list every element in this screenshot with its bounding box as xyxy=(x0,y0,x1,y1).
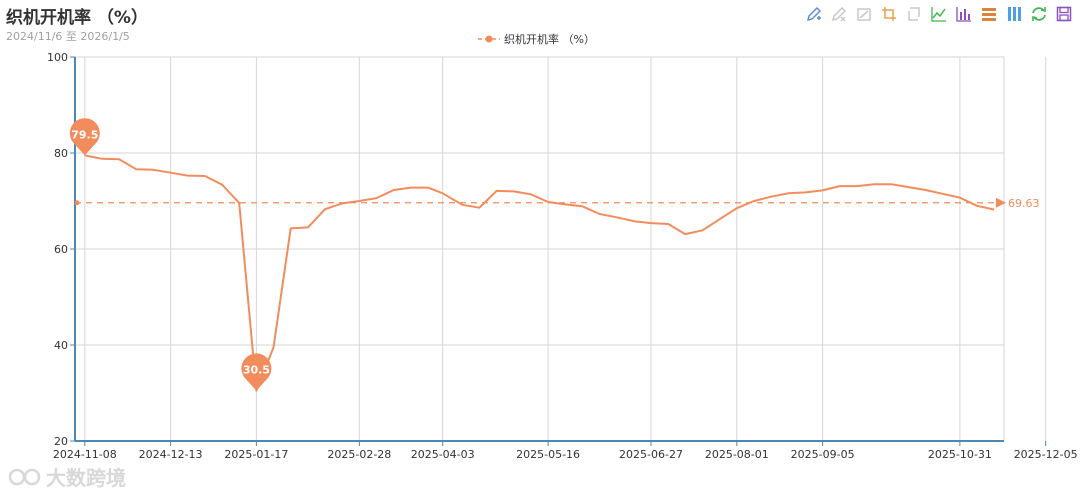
legend-label: 织机开机率 （%） xyxy=(504,33,595,46)
average-line-arrow-icon xyxy=(996,197,1006,208)
mark-point-pin-min xyxy=(241,353,272,391)
y-axis-tick-labels: 20 40 60 80 100 xyxy=(47,51,68,448)
x-tick-label: 2025-12-05 xyxy=(1014,448,1078,461)
line-chart-icon[interactable] xyxy=(929,4,949,24)
average-mark-line: 69.63 xyxy=(74,197,1040,210)
y-tick-label: 20 xyxy=(54,435,68,448)
clear-marks-icon[interactable] xyxy=(854,4,874,24)
zoom-reset-icon[interactable] xyxy=(904,4,924,24)
mark-pen-icon[interactable] xyxy=(804,4,824,24)
zoom-icon[interactable] xyxy=(879,4,899,24)
y-tick-label: 80 xyxy=(54,147,68,160)
x-tick-label: 2025-06-27 xyxy=(619,448,683,461)
mark-point-label-max: 79.5 xyxy=(71,128,98,141)
x-tick-label: 2025-02-28 xyxy=(327,448,391,461)
bar-chart-icon[interactable] xyxy=(954,4,974,24)
save-image-icon[interactable] xyxy=(1054,4,1074,24)
watermark-text: 大数跨境 xyxy=(46,466,126,490)
series-line xyxy=(84,154,995,392)
x-tick-label: 2025-05-16 xyxy=(516,448,580,461)
x-tick-label: 2025-09-05 xyxy=(791,448,855,461)
x-tick-label: 2025-08-01 xyxy=(705,448,769,461)
mark-point-pin-max xyxy=(69,118,100,156)
x-tick-label: 2024-12-13 xyxy=(139,448,203,461)
x-axis-tick-labels: 2024-11-08 2024-12-13 2025-01-17 2025-02-28… xyxy=(53,448,1078,461)
date-range-subtitle: 2024/11/6 至 2026/1/5 xyxy=(6,30,130,43)
stack-icon[interactable] xyxy=(979,4,999,24)
x-tick-label: 2025-04-03 xyxy=(411,448,475,461)
watermark: 大数跨境 xyxy=(8,462,126,491)
x-tick-label: 2025-10-31 xyxy=(928,448,992,461)
eraser-icon[interactable] xyxy=(829,4,849,24)
legend-item[interactable]: 织机开机率 （%） xyxy=(478,31,595,47)
restore-icon[interactable] xyxy=(1029,4,1049,24)
y-tick-label: 60 xyxy=(54,243,68,256)
tiled-icon[interactable] xyxy=(1004,4,1024,24)
toolbox xyxy=(804,4,1074,24)
grid-lines xyxy=(75,56,1047,441)
x-tick-label: 2024-11-08 xyxy=(53,448,117,461)
axes xyxy=(70,56,1047,446)
chart-title: 织机开机率 （%） xyxy=(6,8,148,28)
dsk-logo-icon xyxy=(8,468,41,485)
average-line-start-marker xyxy=(74,200,80,206)
x-tick-label: 2025-01-17 xyxy=(224,448,288,461)
legend-line-marker-icon xyxy=(478,35,500,43)
y-tick-label: 40 xyxy=(54,339,68,352)
y-tick-label: 100 xyxy=(47,51,68,64)
mark-points: 79.5 30.5 xyxy=(69,118,272,391)
series-layer xyxy=(84,154,995,392)
mark-point-label-min: 30.5 xyxy=(243,364,270,377)
average-line-label: 69.63 xyxy=(1008,197,1040,210)
